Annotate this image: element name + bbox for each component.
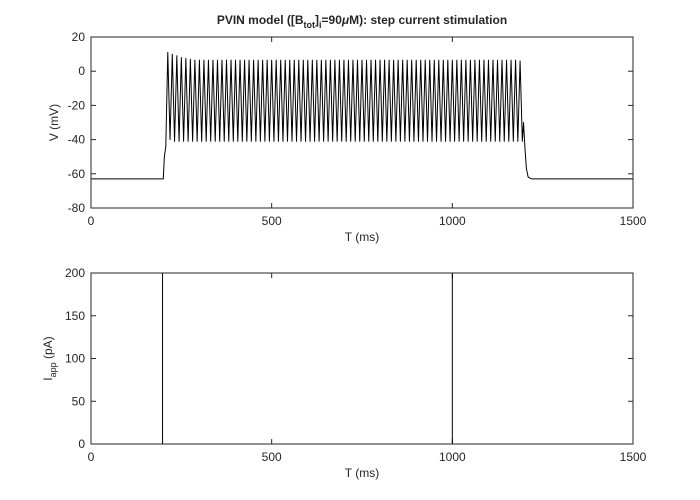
axes-box [90, 36, 634, 209]
text-part: I [41, 377, 55, 380]
y-tick-label: 0 [78, 437, 85, 451]
x-tick-label: 1000 [439, 214, 466, 228]
x-tick-label: 0 [88, 450, 95, 464]
plot-area [91, 273, 633, 444]
y-tick-label: 100 [65, 352, 85, 366]
text-part: ] [315, 13, 319, 27]
x-tick-label: 1500 [620, 214, 647, 228]
y-tick-label: -80 [68, 201, 86, 215]
text-part: PVIN model ([B [217, 13, 304, 27]
axes-box [90, 272, 634, 445]
y-axis-label: V (mV) [47, 104, 61, 141]
y-axis-label: Iapp (pA) [41, 336, 58, 380]
series-line [91, 51, 633, 180]
y-tick-label: -20 [68, 98, 86, 112]
x-tick-label: 500 [262, 214, 282, 228]
text-part: =90 [322, 13, 343, 27]
y-tick-label: 0 [78, 64, 85, 78]
chart-title: PVIN model ([Btot]i=90μM): step current … [217, 13, 507, 30]
x-tick-label: 0 [88, 214, 95, 228]
y-tick-label: 20 [72, 30, 86, 44]
text-part: tot [304, 20, 316, 30]
text-part: app [48, 362, 58, 377]
y-tick-label: -40 [68, 133, 86, 147]
y-tick-label: 50 [72, 394, 86, 408]
text-part: μ [341, 13, 350, 27]
x-tick-label: 500 [262, 450, 282, 464]
y-tick-label: 150 [65, 309, 85, 323]
y-tick-label: -60 [68, 167, 86, 181]
text-part: i [319, 20, 322, 30]
y-tick-label: 200 [65, 266, 85, 280]
x-axis-label: T (ms) [345, 466, 379, 480]
x-axis-label: T (ms) [345, 230, 379, 244]
text-part: M): step current stimulation [349, 13, 507, 27]
x-tick-label: 1500 [620, 450, 647, 464]
x-tick-label: 1000 [439, 450, 466, 464]
text-part: (pA) [41, 336, 55, 362]
